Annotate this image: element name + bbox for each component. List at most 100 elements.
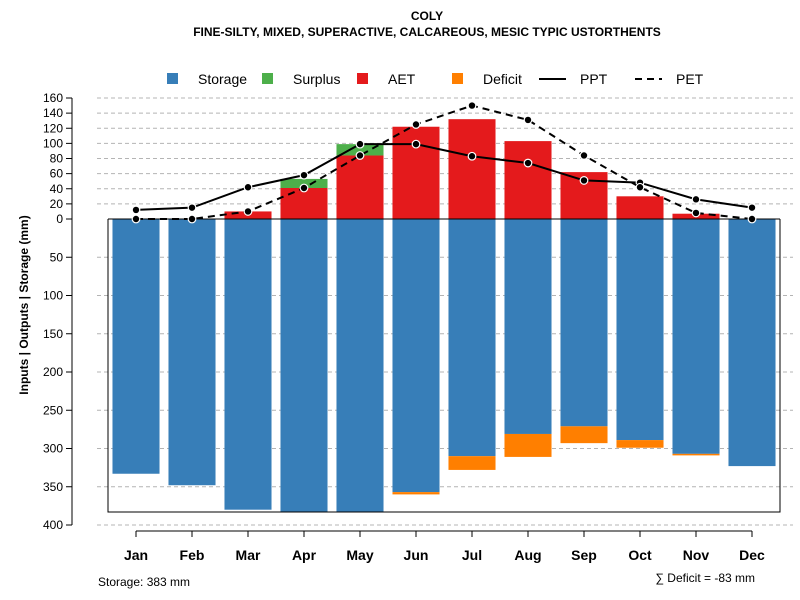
deficit-bar [448, 456, 496, 470]
ppt-point [187, 203, 197, 213]
y-tick-label: 60 [50, 167, 64, 181]
x-tick-label: Aug [514, 547, 541, 563]
chart-title: COLY [411, 9, 443, 23]
y-tick-label: 80 [50, 152, 64, 166]
pet-point [635, 182, 645, 192]
storage-bar [616, 219, 664, 441]
legend-swatch [262, 73, 273, 84]
ppt-point [243, 182, 253, 192]
y-tick-label: 400 [43, 518, 63, 532]
x-tick-label: Apr [292, 547, 317, 563]
x-tick-label: May [346, 547, 373, 563]
ppt-point [467, 151, 477, 161]
aet-bar [280, 187, 328, 219]
y-tick-label: 40 [50, 182, 64, 196]
storage-capacity-box [107, 219, 781, 513]
storage-bar [448, 219, 496, 457]
axes: 0204060801001201401605010015020025030035… [43, 91, 765, 563]
surplus-bar [336, 144, 384, 156]
x-tick-label: Feb [180, 547, 205, 563]
x-tick-label: Jan [124, 547, 148, 563]
ppt-point [355, 139, 365, 149]
storage-bar [224, 219, 272, 510]
deficit-note: ∑ Deficit = -83 mm [655, 571, 755, 585]
lines [131, 101, 757, 224]
legend-label: PPT [580, 71, 608, 87]
y-axis-label: Inputs | Outputs | Storage (mm) [17, 215, 31, 394]
y-tick-label: 100 [43, 289, 63, 303]
ppt-point [523, 158, 533, 168]
y-tick-label: 20 [50, 197, 64, 211]
legend-label: Deficit [483, 71, 522, 87]
legend: Storage Surplus AET Deficit PPT PET [167, 71, 704, 87]
pet-point [579, 151, 589, 160]
ppt-line [135, 143, 753, 211]
pet-point [299, 183, 309, 193]
ppt-point [747, 203, 757, 213]
x-tick-label: Jun [404, 547, 429, 563]
y-tick-label: 120 [43, 121, 63, 135]
y-tick-label: 200 [43, 365, 63, 379]
x-tick-label: Nov [683, 547, 710, 563]
ppt-point [411, 139, 421, 149]
y-tick-label: 160 [43, 91, 63, 105]
storage-bar [560, 219, 608, 427]
pet-point [355, 151, 365, 160]
deficit-bar [504, 433, 552, 457]
pet-point [243, 207, 253, 216]
deficit-bar [672, 453, 720, 456]
storage-bar [504, 219, 552, 434]
aet-bar [448, 119, 496, 219]
y-tick-label: 100 [43, 136, 63, 150]
x-tick-label: Jul [462, 547, 482, 563]
surplus-bar [280, 178, 328, 188]
deficit-bar [616, 440, 664, 448]
ppt-point [299, 170, 309, 180]
storage-bar [280, 219, 328, 512]
y-tick-label: 50 [50, 250, 64, 264]
x-tick-label: Dec [739, 547, 765, 563]
pet-point [131, 214, 141, 224]
y-tick-label: 350 [43, 480, 63, 494]
deficit-bar [560, 426, 608, 444]
ppt-point [131, 205, 141, 215]
bars [112, 119, 776, 512]
x-tick-label: Oct [628, 547, 652, 563]
pet-point [411, 120, 421, 129]
storage-bar [168, 219, 216, 486]
legend-label: AET [388, 71, 416, 87]
y-tick-label: 0 [56, 212, 63, 226]
plot-frame [107, 218, 781, 513]
pet-point [691, 208, 701, 218]
aet-bar [336, 155, 384, 219]
legend-label: PET [676, 71, 704, 87]
pet-point [467, 101, 477, 110]
legend-swatch [357, 73, 368, 84]
storage-note: Storage: 383 mm [98, 575, 190, 589]
y-tick-label: 150 [43, 327, 63, 341]
deficit-bar [392, 492, 440, 495]
storage-bar [392, 219, 440, 493]
pet-point [187, 214, 197, 224]
x-tick-label: Sep [571, 547, 597, 563]
x-tick-label: Mar [236, 547, 261, 563]
legend-label: Storage [198, 71, 247, 87]
storage-bar [672, 219, 720, 454]
legend-label: Surplus [293, 71, 340, 87]
y-tick-label: 250 [43, 403, 63, 417]
aet-bar [616, 196, 664, 219]
storage-bar [112, 219, 160, 474]
y-tick-label: 140 [43, 106, 63, 120]
aet-bar [504, 141, 552, 219]
legend-swatch [167, 73, 178, 84]
ppt-point [691, 194, 701, 204]
chart-subtitle: FINE-SILTY, MIXED, SUPERACTIVE, CALCAREO… [193, 25, 661, 39]
pet-point [523, 115, 533, 125]
legend-swatch [452, 73, 463, 84]
storage-bar [336, 219, 384, 512]
y-tick-label: 300 [43, 442, 63, 456]
ppt-point [579, 176, 589, 185]
pet-point [747, 214, 757, 224]
storage-bar [728, 219, 776, 467]
